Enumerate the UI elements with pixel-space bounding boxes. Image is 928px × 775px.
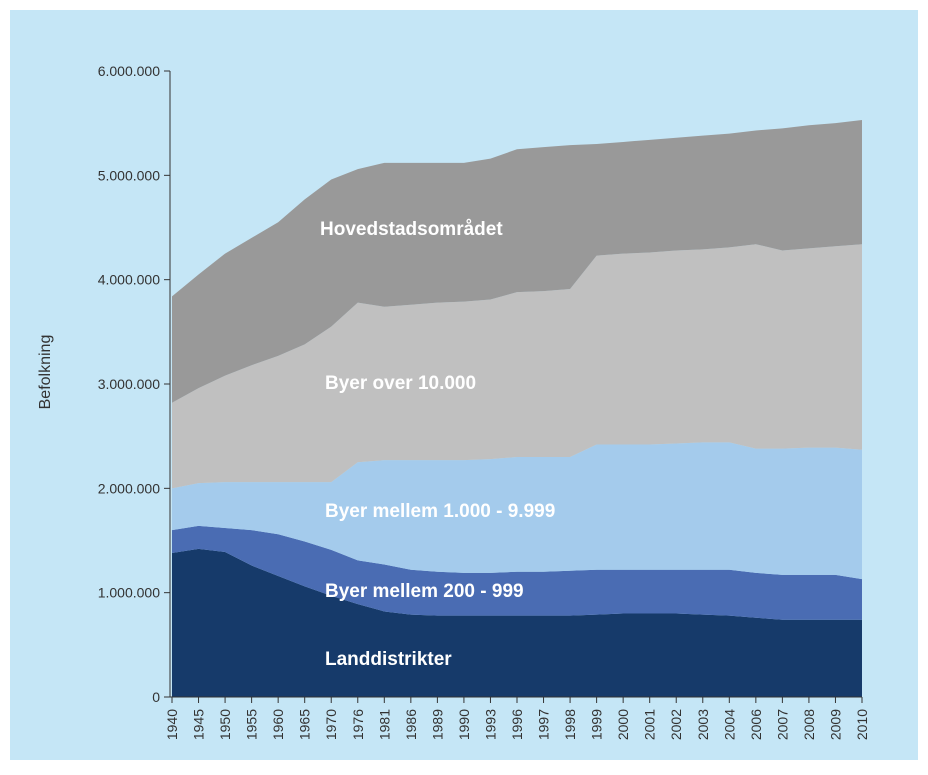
- x-tick-label: 2009: [827, 709, 843, 740]
- x-tick-label: 1999: [589, 709, 605, 740]
- x-tick-label: 2004: [721, 709, 737, 740]
- x-tick-label: 1945: [191, 709, 207, 740]
- x-tick-label: 1998: [562, 709, 578, 740]
- x-tick-label: 1976: [350, 709, 366, 740]
- x-tick-label: 2001: [642, 709, 658, 740]
- x-tick-label: 2008: [801, 709, 817, 740]
- x-tick-label: 1990: [456, 709, 472, 740]
- x-tick-label: 1940: [164, 709, 180, 740]
- x-tick-label: 1965: [297, 709, 313, 740]
- x-tick-label: 1960: [270, 709, 286, 740]
- x-tick-label: 1996: [509, 709, 525, 740]
- area-label: Landdistrikter: [325, 649, 452, 670]
- y-tick-label: 0: [152, 689, 160, 705]
- y-tick-label: 5.000.000: [98, 167, 160, 183]
- x-tick-label: 2002: [668, 709, 684, 740]
- y-tick-label: 6.000.000: [98, 63, 160, 79]
- x-tick-label: 1997: [536, 709, 552, 740]
- y-axis-label: Befolkning: [37, 335, 54, 410]
- x-tick-label: 2010: [854, 709, 870, 740]
- area: [172, 442, 862, 580]
- x-tick-label: 1950: [217, 709, 233, 740]
- x-tick-label: 2007: [774, 709, 790, 740]
- x-tick-label: 1981: [376, 709, 392, 740]
- area-label: Byer mellem 1.000 - 9.999: [325, 501, 555, 522]
- x-tick-label: 2003: [695, 709, 711, 740]
- area-label: Hovedstadsområdet: [320, 219, 503, 240]
- x-tick-label: 1993: [482, 709, 498, 740]
- x-tick-label: 2000: [615, 709, 631, 740]
- area: [172, 525, 862, 620]
- x-tick-label: 2006: [748, 709, 764, 740]
- y-tick-label: 4.000.000: [98, 272, 160, 288]
- x-tick-label: 1986: [403, 709, 419, 740]
- area-label: Byer mellem 200 - 999: [325, 581, 524, 602]
- x-tick-label: 1955: [244, 709, 260, 740]
- area: [172, 244, 862, 489]
- y-tick-label: 1.000.000: [98, 585, 160, 601]
- area: [172, 548, 862, 697]
- x-tick-label: 1970: [323, 709, 339, 740]
- area-label: Byer over 10.000: [325, 373, 476, 394]
- y-tick-label: 3.000.000: [98, 376, 160, 392]
- x-tick-label: 1989: [429, 709, 445, 740]
- area: [172, 120, 862, 403]
- y-tick-label: 2.000.000: [98, 480, 160, 496]
